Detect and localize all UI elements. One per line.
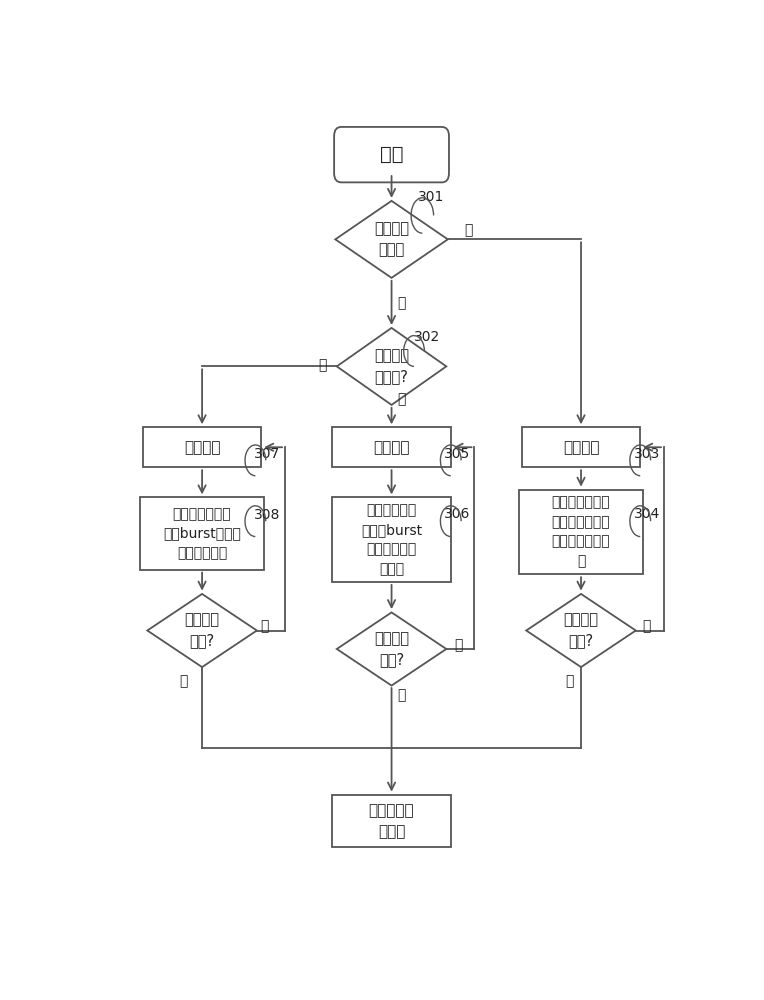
Polygon shape bbox=[526, 594, 636, 667]
Text: 迭代次数
完成?: 迭代次数 完成? bbox=[374, 631, 409, 667]
Text: 307: 307 bbox=[254, 447, 280, 461]
Text: 308: 308 bbox=[254, 508, 280, 522]
Text: 从训练序列最
右端向burst
最左端做自适
应估计: 从训练序列最 右端向burst 最左端做自适 应估计 bbox=[361, 503, 422, 576]
Text: 自适应方
向向左?: 自适应方 向向左? bbox=[374, 348, 409, 384]
Text: 301: 301 bbox=[418, 190, 445, 204]
Text: 否: 否 bbox=[397, 296, 405, 310]
Text: 305: 305 bbox=[444, 447, 471, 461]
Polygon shape bbox=[335, 201, 448, 278]
Text: 否: 否 bbox=[642, 620, 650, 634]
Text: 302: 302 bbox=[414, 330, 440, 344]
Bar bbox=[143, 427, 261, 467]
Text: 更新步长: 更新步长 bbox=[184, 440, 220, 455]
Text: 是: 是 bbox=[397, 392, 405, 406]
Text: 开始: 开始 bbox=[380, 145, 403, 164]
Text: 判断是否
过渡带: 判断是否 过渡带 bbox=[374, 221, 409, 257]
Bar bbox=[519, 490, 643, 574]
Bar bbox=[332, 497, 451, 582]
FancyBboxPatch shape bbox=[334, 127, 449, 182]
Text: 从训练序列最左
端向burst最右端
做自适应估计: 从训练序列最左 端向burst最右端 做自适应估计 bbox=[163, 507, 241, 560]
Bar bbox=[332, 795, 451, 847]
Text: 否: 否 bbox=[260, 620, 268, 634]
Bar bbox=[332, 427, 451, 467]
Text: 更新步长: 更新步长 bbox=[563, 440, 599, 455]
Text: 306: 306 bbox=[444, 507, 471, 521]
Polygon shape bbox=[337, 612, 446, 686]
Text: 是: 是 bbox=[565, 674, 573, 688]
Text: 是: 是 bbox=[179, 674, 187, 688]
Text: 迭代次数
完成?: 迭代次数 完成? bbox=[185, 613, 219, 649]
Bar bbox=[522, 427, 640, 467]
Text: 304: 304 bbox=[634, 507, 660, 521]
Text: 否: 否 bbox=[319, 358, 327, 372]
Text: 否: 否 bbox=[455, 638, 463, 652]
Text: 迭代次数
完成?: 迭代次数 完成? bbox=[564, 613, 598, 649]
Bar bbox=[140, 497, 264, 570]
Text: 是: 是 bbox=[397, 688, 405, 702]
Text: 从训练序列最左
端向训练序列最
右端做自适应估
计: 从训练序列最左 端向训练序列最 右端做自适应估 计 bbox=[552, 496, 610, 568]
Polygon shape bbox=[147, 594, 257, 667]
Text: 303: 303 bbox=[634, 447, 660, 461]
Text: 是: 是 bbox=[465, 223, 473, 237]
Text: 更新步长: 更新步长 bbox=[374, 440, 410, 455]
Polygon shape bbox=[337, 328, 446, 405]
Text: 输出信道估
计结果: 输出信道估 计结果 bbox=[369, 803, 414, 839]
